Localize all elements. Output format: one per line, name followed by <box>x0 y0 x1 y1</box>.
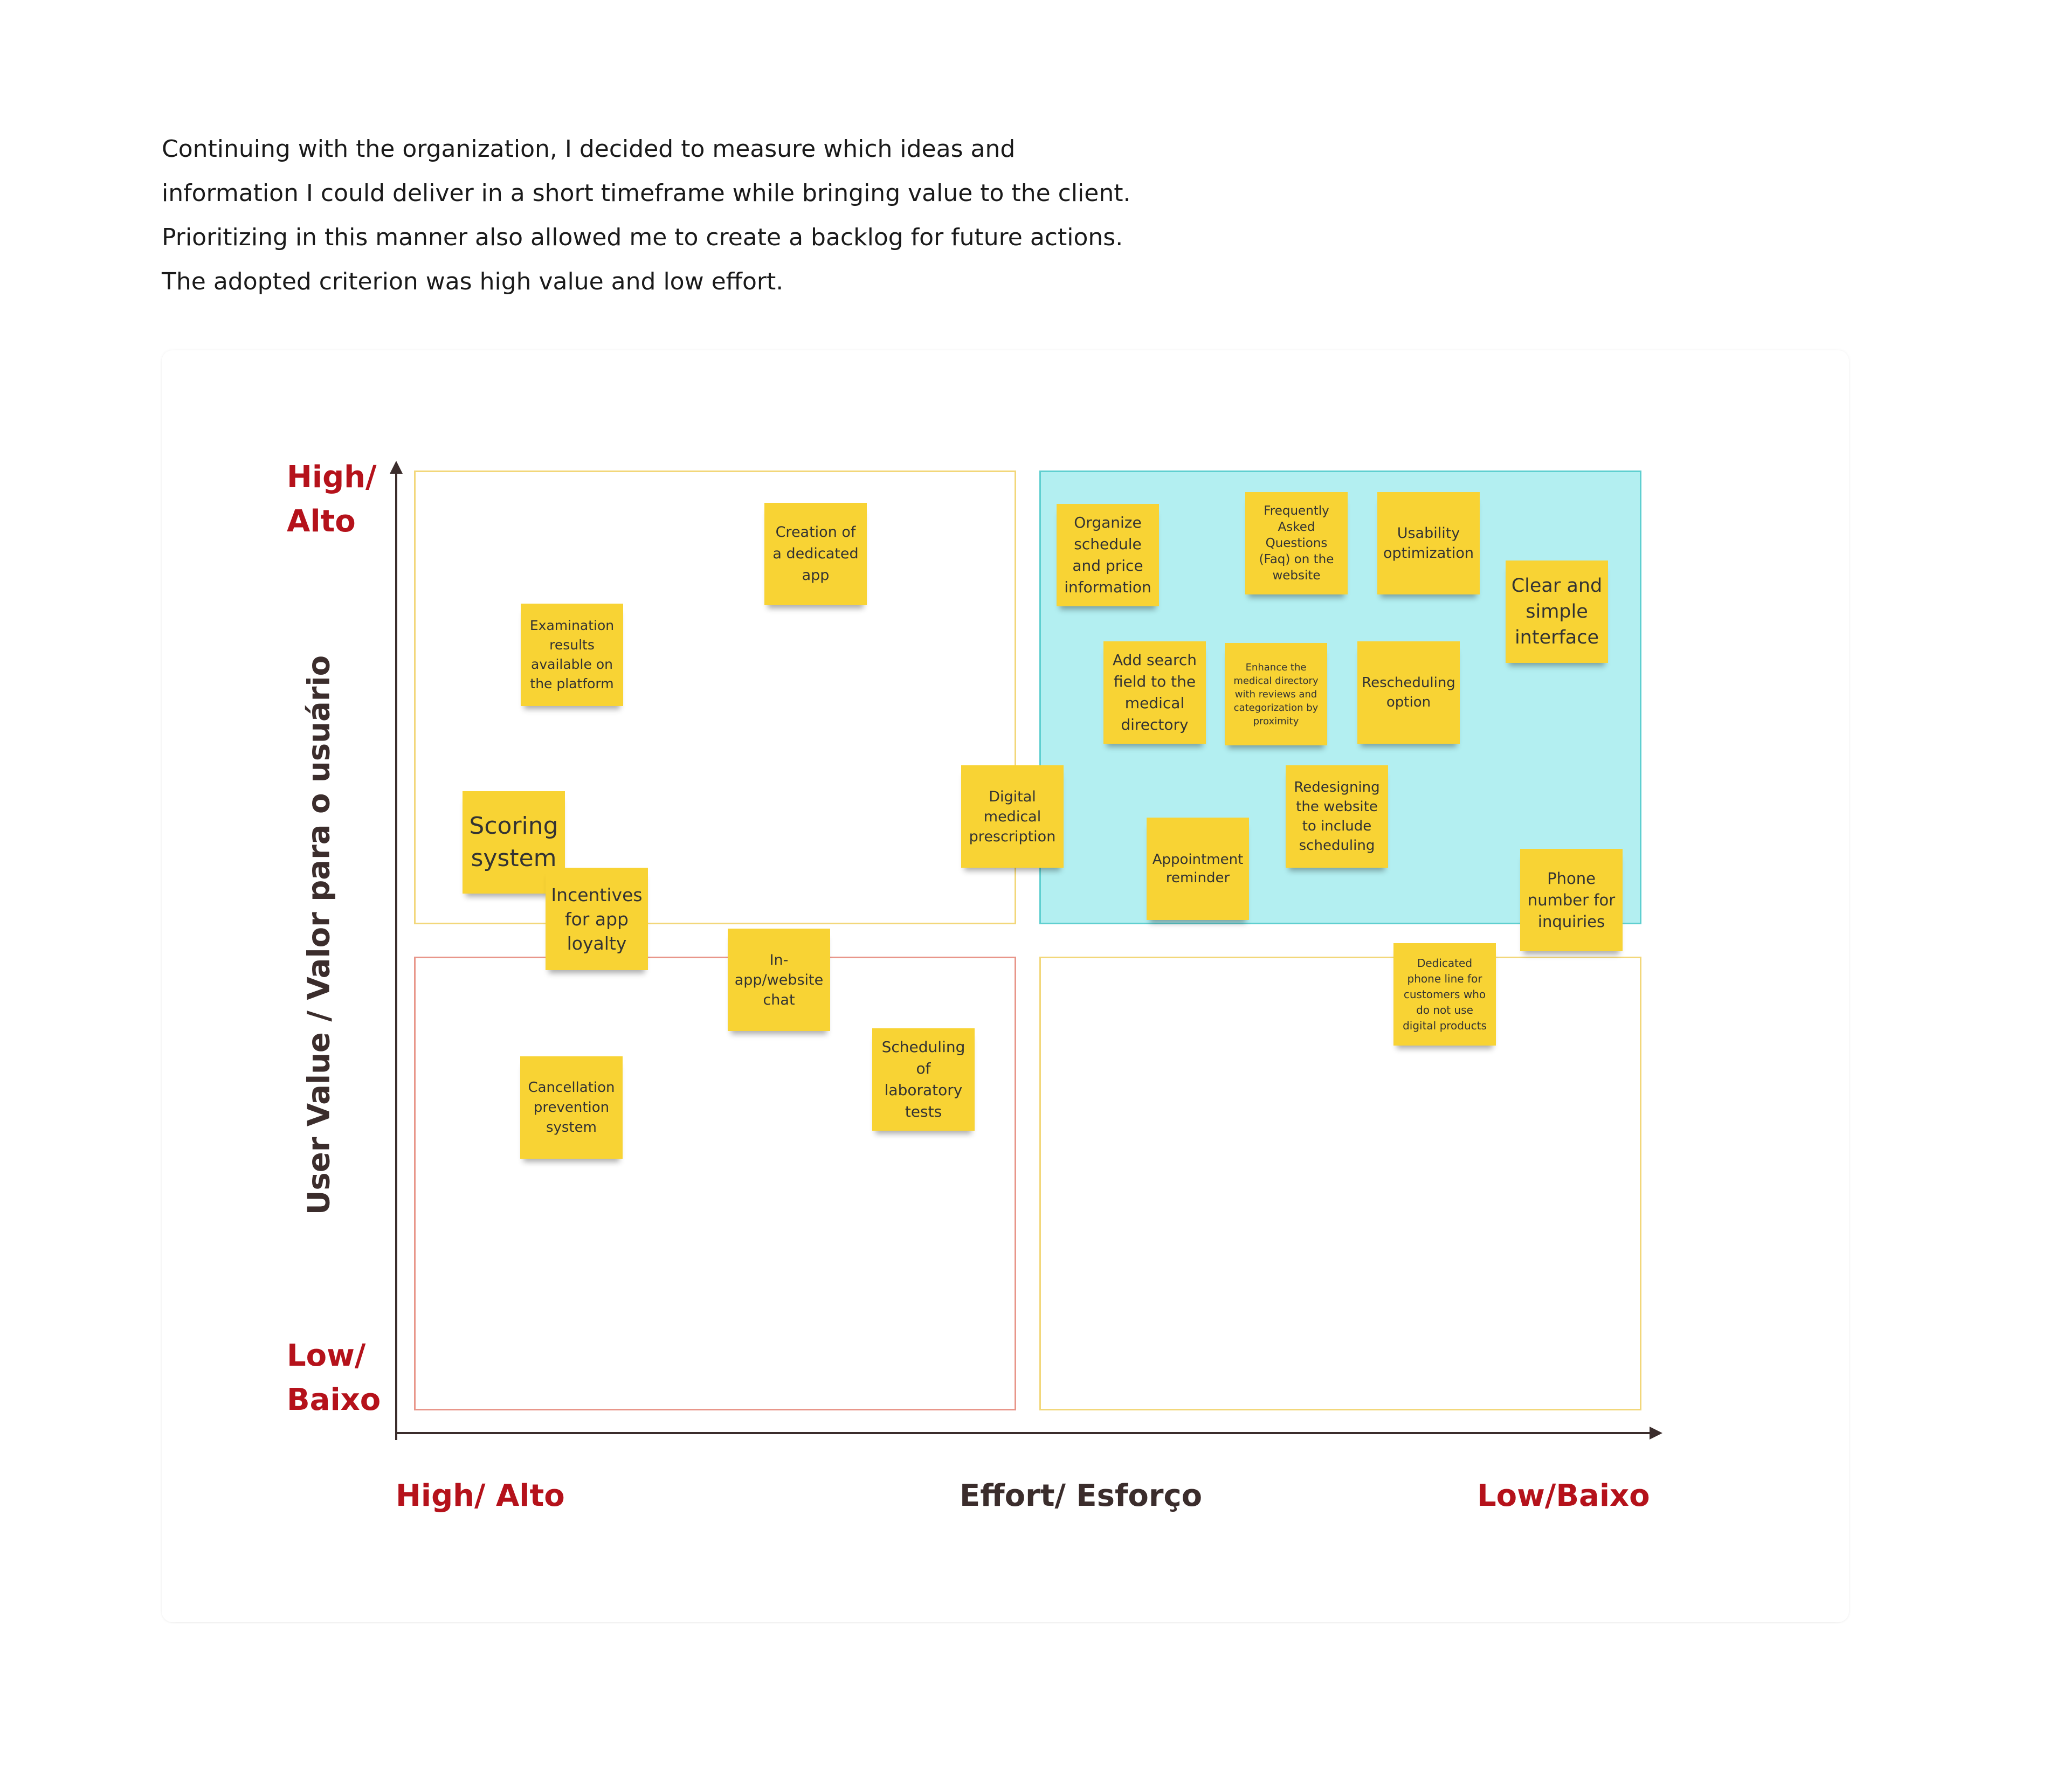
prioritization-matrix-card: High/ Alto Low/ Baixo User Value / Valor… <box>162 350 1849 1622</box>
sticky-note-text: Incentives for app loyalty <box>551 884 643 954</box>
sticky-note[interactable]: Phone number for inquiries <box>1520 849 1623 951</box>
sticky-note-text: Enhance the medical directory with revie… <box>1233 661 1319 727</box>
sticky-note-text: Examination results available on the pla… <box>529 618 615 691</box>
y-axis-arrow-icon <box>390 461 403 474</box>
x-axis-title: Effort/ Esforço <box>960 1478 1203 1513</box>
quadrant-low-value-low-effort <box>1039 957 1641 1410</box>
sticky-note[interactable]: Enhance the medical directory with revie… <box>1225 643 1327 745</box>
sticky-note-text: Creation of a dedicated app <box>772 524 859 584</box>
sticky-note[interactable]: Organize schedule and price information <box>1057 504 1159 606</box>
sticky-note-text: Redesigning the website to include sched… <box>1294 779 1380 854</box>
sticky-note[interactable]: Creation of a dedicated app <box>764 503 867 605</box>
sticky-note-text: Add search field to the medical director… <box>1112 651 1197 734</box>
sticky-note[interactable]: Digital medical prescription <box>961 765 1064 868</box>
sticky-note[interactable]: Incentives for app loyalty <box>546 868 648 970</box>
sticky-note-text: Appointment reminder <box>1152 852 1244 886</box>
sticky-note[interactable]: Usability optimization <box>1377 492 1480 594</box>
sticky-note[interactable]: Scoring system <box>463 791 565 894</box>
sticky-note-text: Cancellation prevention system <box>528 1079 615 1136</box>
sticky-note-text: Usability optimization <box>1383 525 1474 562</box>
sticky-note[interactable]: Dedicated phone line for customers who d… <box>1393 943 1496 1046</box>
x-axis-arrow-icon <box>1650 1427 1662 1440</box>
sticky-note[interactable]: Appointment reminder <box>1147 818 1249 920</box>
quadrant-high-value-high-effort <box>414 471 1016 924</box>
intro-line: The adopted criterion was high value and… <box>162 268 784 295</box>
y-axis-line <box>395 470 397 1440</box>
sticky-note[interactable]: Frequently Asked Questions (Faq) on the … <box>1245 492 1348 594</box>
intro-line: Prioritizing in this manner also allowed… <box>162 224 1123 251</box>
intro-text: Continuing with the organization, I deci… <box>162 127 1294 304</box>
y-axis-high-label: High/ Alto <box>287 460 377 539</box>
sticky-note[interactable]: Rescheduling option <box>1357 641 1460 744</box>
y-axis-low-label: Low/ Baixo <box>287 1338 381 1417</box>
sticky-note-text: Rescheduling option <box>1362 675 1455 710</box>
sticky-note[interactable]: Scheduling of laboratory tests <box>872 1028 975 1131</box>
sticky-note[interactable]: Cancellation prevention system <box>520 1056 623 1159</box>
sticky-note-text: Frequently Asked Questions (Faq) on the … <box>1259 504 1334 583</box>
intro-line: Continuing with the organization, I deci… <box>162 135 1016 163</box>
x-axis-line <box>395 1432 1651 1434</box>
sticky-note-text: Phone number for inquiries <box>1527 869 1616 931</box>
sticky-note-text: In-app/website chat <box>734 951 824 1008</box>
sticky-note[interactable]: In-app/website chat <box>728 929 830 1031</box>
sticky-note-text: Digital medical prescription <box>969 788 1056 845</box>
sticky-note-text: Clear and simple interface <box>1511 575 1603 648</box>
sticky-note[interactable]: Examination results available on the pla… <box>521 604 623 706</box>
x-axis-high-label: High/ Alto <box>396 1478 565 1513</box>
sticky-note[interactable]: Clear and simple interface <box>1506 561 1608 663</box>
x-axis-low-label: Low/Baixo <box>1477 1478 1650 1513</box>
quadrant-low-value-high-effort <box>414 957 1016 1410</box>
y-axis-title: User Value / Valor para o usuário <box>301 655 337 1215</box>
intro-line: information I could deliver in a short t… <box>162 179 1131 207</box>
sticky-note[interactable]: Redesigning the website to include sched… <box>1286 765 1388 868</box>
sticky-note-text: Organize schedule and price information <box>1064 514 1151 596</box>
sticky-note-text: Scheduling of laboratory tests <box>881 1038 965 1120</box>
sticky-note-text: Scoring system <box>469 812 558 872</box>
sticky-note-text: Dedicated phone line for customers who d… <box>1403 956 1487 1032</box>
sticky-note[interactable]: Add search field to the medical director… <box>1103 641 1206 744</box>
